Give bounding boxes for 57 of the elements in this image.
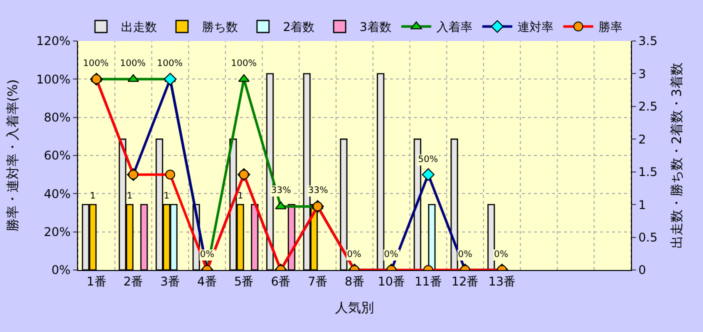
data-label: 100%	[157, 59, 184, 69]
data-label: 1	[126, 192, 133, 202]
data-label: 100%	[231, 59, 258, 69]
data-label: 100%	[120, 59, 146, 69]
y-tick-label: 20%	[44, 225, 71, 240]
x-tick-label: 13番	[488, 274, 516, 288]
x-axis-title: 人気別	[335, 301, 374, 316]
x-tick-label: 7番	[308, 274, 328, 288]
x-tick-label: 11番	[414, 274, 442, 288]
x-tick-label: 6番	[270, 274, 291, 288]
y2-tick-label: 2.5	[638, 100, 658, 114]
legend-label: 入着率	[436, 20, 472, 34]
legend-label: 3着数	[360, 20, 392, 34]
y-tick-label: 0%	[52, 263, 71, 278]
y-tick-label: 80%	[44, 110, 71, 125]
data-label: 1	[237, 192, 244, 202]
data-label: 0%	[347, 250, 362, 260]
data-label: 1	[90, 192, 96, 202]
legend-label: 勝率	[598, 20, 622, 34]
legend-label: 勝ち数	[202, 20, 238, 34]
data-label: 33%	[308, 186, 328, 196]
x-tick-label: 5番	[234, 274, 254, 288]
annotation: 0%	[494, 250, 509, 260]
legend-label: 2着数	[283, 20, 315, 34]
x-tick-label: 2番	[123, 274, 144, 288]
point	[164, 72, 177, 86]
legend-label: 連対率	[517, 20, 554, 34]
y2-tick-label: 1	[638, 198, 646, 212]
y-tick-label: 40%	[44, 186, 71, 201]
point	[275, 201, 286, 210]
y-tick-label: 100%	[36, 72, 71, 86]
x-tick-label: 12番	[451, 274, 479, 288]
y-tick-label: 120%	[36, 34, 71, 48]
point	[165, 170, 176, 180]
x-tick-label: 1番	[86, 274, 106, 288]
data-label: 100%	[83, 59, 110, 69]
x-tick-label: 10番	[378, 274, 406, 288]
y2-tick-label: 0	[638, 263, 646, 278]
y2-axis-title: 出走数・勝ち数・2着数・3着数	[669, 62, 686, 248]
y2-tick-label: 3.5	[638, 34, 658, 48]
x-tick-label: 3番	[160, 274, 180, 288]
y-tick-label: 60%	[44, 148, 71, 163]
data-label: 33%	[271, 186, 292, 196]
annotation: 0%	[384, 250, 399, 260]
y2-tick-label: 0.5	[638, 230, 658, 244]
y2-tick-label: 2	[638, 132, 646, 146]
annotation: 50%	[418, 155, 438, 165]
y2-tick-label: 1.5	[638, 165, 658, 180]
legend-label: 出走数	[121, 20, 157, 34]
x-tick-label: 4番	[197, 274, 217, 288]
data-label: 1	[164, 192, 170, 202]
point	[422, 168, 435, 181]
y2-tick-label: 3	[638, 66, 646, 81]
annotation: 0%	[458, 250, 473, 260]
y-axis-title: 勝率・連対率・入着率(%)	[5, 79, 22, 232]
x-tick-label: 8番	[344, 274, 364, 288]
data-label: 0%	[200, 250, 215, 260]
